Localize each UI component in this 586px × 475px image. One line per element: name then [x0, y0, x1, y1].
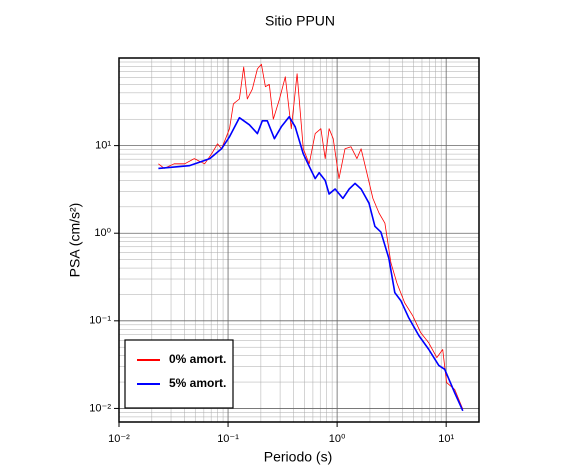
- legend-label: 5% amort.: [169, 376, 226, 390]
- y-axis-label: PSA (cm/s²): [67, 203, 83, 278]
- x-tick-label: 10⁻¹: [217, 433, 239, 445]
- legend-box: [124, 339, 234, 409]
- legend-label: 0% amort.: [169, 352, 226, 366]
- y-tick-label: 10⁻²: [89, 402, 111, 414]
- series-line: [158, 116, 464, 412]
- plot-frame: [118, 57, 480, 423]
- x-tick-label: 10¹: [438, 433, 454, 445]
- x-tick-label: 10⁻²: [108, 433, 130, 445]
- y-tick-label: 10⁰: [94, 227, 111, 239]
- y-tick-label: 10¹: [95, 140, 111, 152]
- series-line: [158, 63, 464, 410]
- chart-title: Sitio PPUN: [265, 13, 335, 29]
- x-tick-label: 10⁰: [329, 433, 346, 445]
- y-tick-label: 10⁻¹: [89, 315, 111, 327]
- x-axis-label: Periodo (s): [264, 449, 332, 465]
